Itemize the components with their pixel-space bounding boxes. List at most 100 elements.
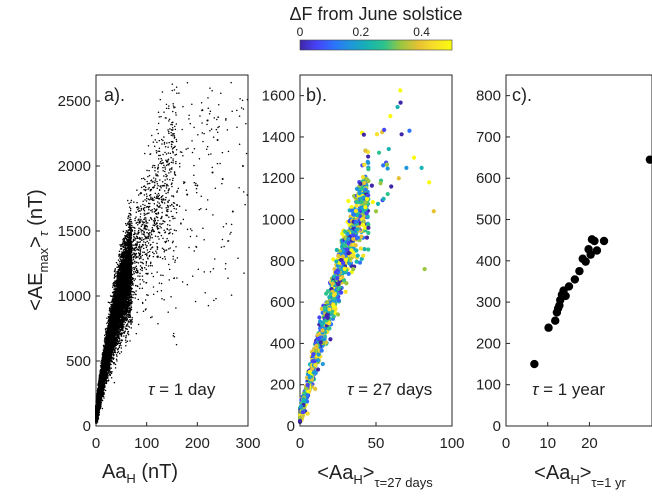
scatter-point [151, 166, 154, 168]
scatter-point [188, 118, 190, 120]
scatter-point [103, 340, 106, 342]
scatter-point [159, 160, 162, 163]
colorbar-tick-label: 0 [297, 25, 304, 39]
scatter-point [146, 240, 148, 243]
scatter-point [141, 233, 143, 235]
scatter-point [155, 173, 157, 175]
scatter-point [186, 228, 189, 231]
scatter-point [152, 199, 154, 202]
scatter-point [133, 232, 136, 234]
scatter-point [163, 141, 166, 144]
scatter-point [134, 262, 136, 264]
scatter-point [172, 255, 174, 258]
scatter-point [138, 249, 140, 252]
scatter-point [122, 230, 125, 233]
scatter-point [148, 194, 151, 197]
scatter-point [125, 237, 127, 240]
scatter-point [152, 141, 155, 143]
scatter-point [133, 235, 135, 238]
scatter-point [162, 274, 164, 277]
scatter-point [160, 198, 163, 201]
scatter-point [206, 145, 209, 148]
scatter-point [217, 103, 220, 106]
scatter-point [164, 179, 166, 181]
scatter-point [116, 355, 118, 357]
scatter-point [146, 257, 149, 259]
scatter-point [175, 149, 178, 151]
scatter-point [118, 342, 120, 345]
scatter-point [140, 186, 143, 189]
scatter-point [176, 257, 179, 259]
scatter-point [138, 245, 141, 248]
scatter-point [144, 186, 147, 189]
scatter-point [135, 211, 138, 214]
scatter-point [154, 235, 157, 237]
scatter-point [120, 344, 122, 347]
scatter-point [139, 272, 141, 275]
scatter-point [132, 291, 135, 293]
scatter-point [162, 237, 164, 240]
scatter-point [195, 191, 198, 194]
scatter-point [124, 236, 126, 239]
scatter-point [176, 92, 178, 94]
scatter-point [173, 277, 176, 279]
scatter-point [115, 358, 118, 360]
scatter-point [148, 186, 150, 189]
scatter-point [188, 114, 190, 116]
colorbar-label: ΔF from June solstice [289, 4, 462, 24]
scatter-point [178, 205, 181, 207]
scatter-point [156, 141, 158, 143]
scatter-point [125, 334, 127, 337]
scatter-point [143, 241, 145, 243]
scatter-point [165, 107, 168, 110]
scatter-point [137, 208, 139, 211]
scatter-point [172, 205, 175, 208]
scatter-point [146, 254, 148, 257]
colorbar-bar [299, 39, 453, 51]
scatter-point [181, 128, 183, 131]
scatter-point [145, 213, 147, 216]
scatter-point [101, 407, 104, 410]
scatter-point [124, 321, 127, 324]
scatter-point [137, 285, 139, 288]
scatter-point [201, 122, 203, 124]
scatter-point [193, 181, 195, 184]
scatter-point [148, 254, 151, 257]
scatter-point [175, 138, 178, 141]
scatter-point [151, 265, 153, 267]
colorbar-tick-label: 0.4 [413, 25, 430, 39]
scatter-point [200, 208, 202, 210]
scatter-point [161, 207, 163, 209]
scatter-point [174, 261, 176, 263]
scatter-point [159, 179, 161, 181]
scatter-point [142, 258, 144, 261]
scatter-point [145, 193, 148, 195]
scatter-point [195, 182, 197, 185]
scatter-point [230, 81, 232, 84]
scatter-point [178, 92, 180, 94]
panel-a-frame [95, 74, 249, 427]
scatter-point [179, 165, 181, 168]
scatter-point [117, 350, 120, 353]
scatter-point [143, 194, 146, 196]
scatter-point [193, 164, 195, 167]
scatter-point [105, 382, 108, 385]
scatter-point [161, 159, 163, 162]
scatter-point [147, 175, 149, 178]
scatter-point [158, 194, 161, 197]
scatter-point [170, 123, 172, 126]
scatter-point [166, 142, 168, 144]
scatter-point [171, 241, 174, 244]
scatter-point [171, 195, 173, 197]
scatter-point [151, 228, 154, 231]
scatter-point [126, 199, 129, 202]
scatter-point [147, 251, 149, 254]
scatter-point [118, 261, 121, 263]
scatter-point [128, 219, 131, 221]
scatter-point [141, 287, 144, 290]
scatter-point [171, 124, 174, 126]
colorbar-ticks: 0 0.2 0.4 [297, 25, 431, 39]
scatter-point [148, 199, 151, 201]
scatter-point [128, 326, 131, 328]
